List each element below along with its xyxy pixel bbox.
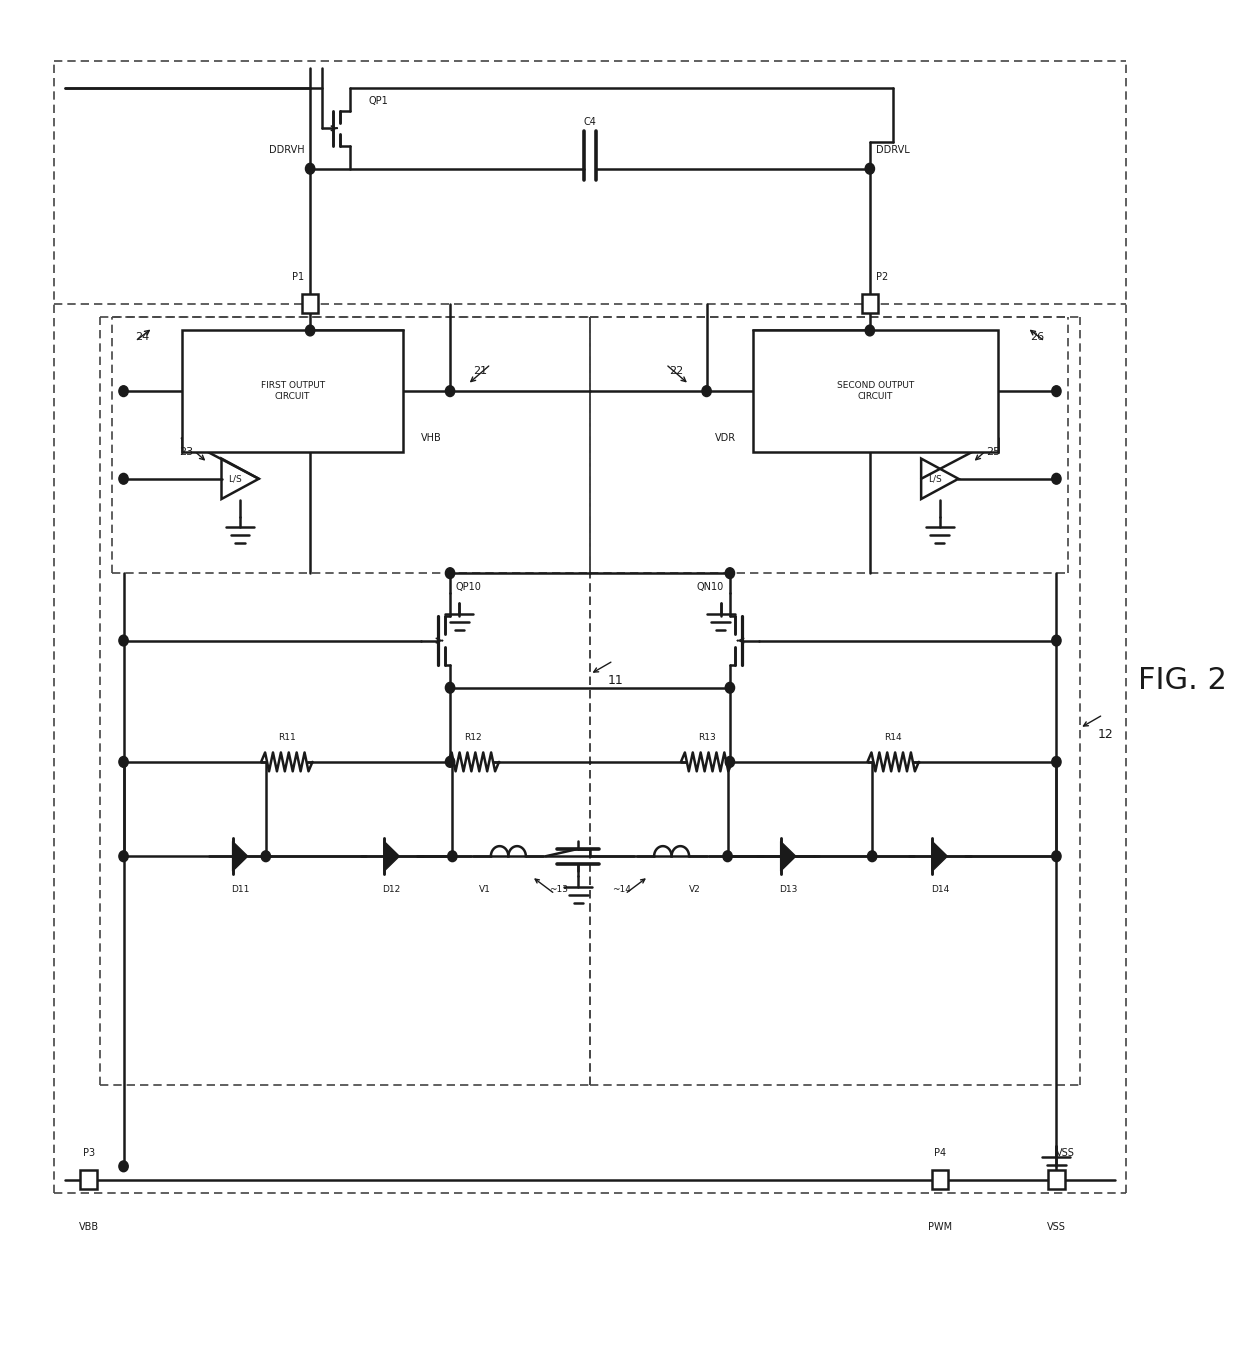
Circle shape [445,682,455,693]
Circle shape [445,756,455,767]
Text: 23: 23 [180,447,193,456]
Bar [303,294,319,313]
Circle shape [866,326,874,336]
Text: 22: 22 [670,366,683,376]
Text: QN10: QN10 [697,582,724,591]
Circle shape [119,635,128,646]
Text: DDRVH: DDRVH [269,146,304,155]
Text: SECOND OUTPUT
CIRCUIT: SECOND OUTPUT CIRCUIT [837,381,914,400]
Circle shape [1052,756,1061,767]
Text: 26: 26 [1030,332,1045,342]
Circle shape [725,682,734,693]
Circle shape [119,385,128,396]
Text: R12: R12 [465,733,482,742]
Text: P2: P2 [875,271,888,282]
Text: 12: 12 [1097,729,1114,741]
Text: V2: V2 [689,885,701,895]
Text: VBB: VBB [78,1222,99,1233]
Text: FIRST OUTPUT
CIRCUIT: FIRST OUTPUT CIRCUIT [260,381,325,400]
Text: VSS: VSS [1056,1148,1075,1158]
Text: R13: R13 [698,733,715,742]
Bar [862,294,878,313]
Bar [1048,1170,1065,1189]
Text: P4: P4 [934,1148,946,1158]
Text: 21: 21 [474,366,487,376]
Text: 24: 24 [135,332,150,342]
Text: D12: D12 [383,885,401,895]
Text: VDR: VDR [714,433,735,444]
Polygon shape [781,842,796,872]
Text: FIG. 2: FIG. 2 [1138,666,1226,696]
Circle shape [119,1160,128,1171]
Text: VSS: VSS [1047,1222,1066,1233]
Circle shape [723,851,733,862]
Text: QP10: QP10 [456,582,482,591]
Text: QP1: QP1 [368,97,388,106]
Circle shape [1052,851,1061,862]
Text: D11: D11 [231,885,249,895]
Text: P3: P3 [83,1148,94,1158]
Bar [182,331,403,452]
Circle shape [868,851,877,862]
Text: 25: 25 [987,447,1001,456]
Circle shape [866,163,874,174]
Circle shape [725,568,734,579]
Circle shape [445,385,455,396]
Polygon shape [932,842,947,872]
Circle shape [1052,474,1061,484]
Text: D14: D14 [931,885,949,895]
Text: PWM: PWM [928,1222,952,1233]
Text: DDRVL: DDRVL [875,146,909,155]
Circle shape [119,851,128,862]
Circle shape [702,385,712,396]
Circle shape [262,851,270,862]
Circle shape [119,474,128,484]
Text: R11: R11 [278,733,295,742]
Circle shape [448,851,458,862]
Text: V1: V1 [479,885,491,895]
Circle shape [725,756,734,767]
Text: D13: D13 [779,885,797,895]
Polygon shape [384,842,399,872]
Text: ~14: ~14 [611,885,631,895]
Polygon shape [233,842,248,872]
Circle shape [1052,385,1061,396]
Text: C4: C4 [584,117,596,127]
Text: ~13: ~13 [549,885,568,895]
Circle shape [119,756,128,767]
Text: 11: 11 [608,674,624,688]
Text: R14: R14 [884,733,901,742]
Text: L/S: L/S [228,474,242,484]
Circle shape [305,326,315,336]
Bar [931,1170,947,1189]
Bar [753,331,998,452]
Circle shape [1052,635,1061,646]
Bar [81,1170,97,1189]
Text: VHB: VHB [420,433,441,444]
Circle shape [445,568,455,579]
Text: L/S: L/S [929,474,942,484]
Circle shape [305,163,315,174]
Text: P1: P1 [293,271,304,282]
